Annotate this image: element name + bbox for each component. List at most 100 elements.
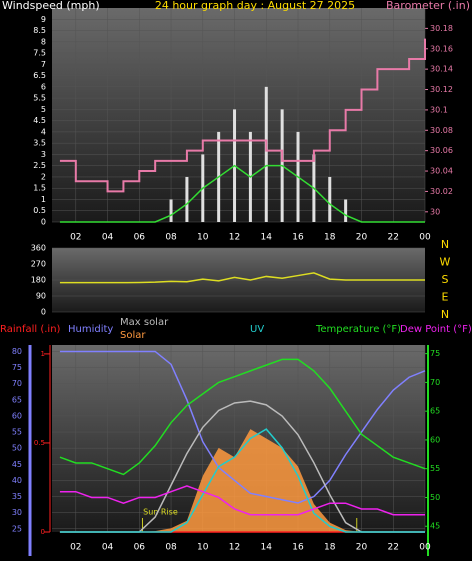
y-tick-label: 8.5 (33, 26, 46, 35)
y-tick-label: 9 (41, 15, 46, 24)
y-tick-label: 80 (12, 347, 22, 356)
x-tick-label: 22 (388, 233, 399, 243)
x-tick-label: 04 (102, 233, 114, 243)
y-tick-label: 5 (41, 105, 46, 114)
y-tick-label: 270 (31, 260, 46, 269)
y-tick-label: 55 (12, 428, 22, 437)
y-tick-label: 6 (41, 82, 46, 91)
y-tick-label: 60 (12, 411, 22, 420)
wind-bar (328, 176, 332, 222)
y-tick-label: 5.5 (33, 94, 46, 103)
x-tick-label: 12 (229, 233, 240, 243)
x-tick-label: 08 (165, 233, 177, 243)
annotation: Sun Rise (143, 508, 178, 517)
y2-tick-label: 70 (430, 378, 440, 387)
wind-bar (264, 86, 268, 222)
legend-label: Temperature (°F) (315, 324, 401, 335)
y-tick-label: 30 (12, 508, 22, 517)
y-tick-label: 180 (31, 276, 46, 285)
y-tick-label: 50 (12, 444, 22, 453)
series-line (59, 164, 425, 223)
rain-tick-label: 1 (41, 350, 45, 358)
x-tick-label: 06 (134, 233, 146, 243)
compass-label: W (440, 256, 451, 269)
series-line (59, 428, 425, 533)
legend-label: Max solar (120, 317, 169, 328)
chart-title: 24 hour graph day : August 27 2025 (155, 0, 355, 12)
x-tick-label: 12 (229, 543, 240, 553)
y-tick-label: 0.5 (33, 206, 46, 215)
x-tick-label: 04 (102, 543, 114, 553)
y-tick-label: 0 (41, 308, 46, 317)
y-tick-label: 1 (41, 195, 46, 204)
y-tick-label: 7.5 (33, 49, 46, 58)
series-line (59, 350, 426, 504)
y2-tick-label: 30.14 (430, 65, 453, 74)
x-tick-label: 00 (419, 233, 431, 243)
legend-label: Dew Point (°F) (400, 324, 472, 335)
x-tick-label: 10 (197, 233, 209, 243)
legend-label: Rainfall (.in) (0, 324, 61, 335)
series-line (59, 485, 425, 516)
plot-background (52, 8, 425, 222)
rain-tick-label: 0 (41, 528, 45, 536)
x-tick-label: 14 (261, 543, 273, 553)
y-tick-label: 2.5 (33, 161, 46, 170)
x-tick-label: 18 (324, 543, 336, 553)
y2-tick-label: 45 (430, 522, 440, 531)
y-tick-label: 2 (41, 172, 46, 181)
wind-bar (185, 176, 189, 222)
x-tick-label: 16 (292, 543, 304, 553)
x-tick-label: 14 (261, 233, 273, 243)
y2-tick-label: 50 (430, 493, 440, 502)
y-tick-label: 35 (12, 492, 22, 501)
barometer-line (59, 38, 426, 193)
y-tick-label: 3 (41, 150, 46, 159)
y2-tick-label: 30.06 (430, 146, 453, 155)
y2-axis-label: Barometer (.in) (386, 0, 470, 12)
compass-label: N (441, 238, 449, 251)
y-tick-label: 3.5 (33, 139, 46, 148)
wind-bar (169, 199, 173, 222)
wind-bar (344, 199, 348, 222)
y-tick-label: 1.5 (33, 184, 46, 193)
legend-label: UV (250, 324, 264, 335)
y2-tick-label: 30.1 (430, 105, 448, 114)
y-tick-label: 7 (41, 60, 46, 69)
y-tick-label: 360 (31, 244, 46, 253)
compass-label: E (442, 291, 449, 304)
x-tick-label: 08 (165, 543, 177, 553)
legend-label: Solar (120, 330, 146, 341)
y2-tick-label: 55 (430, 464, 440, 473)
series-line (59, 272, 425, 284)
series-line (59, 358, 426, 476)
y-tick-label: 25 (12, 524, 22, 533)
x-tick-label: 00 (419, 543, 431, 553)
legend-label: Humidity (68, 324, 113, 335)
x-tick-label: 06 (134, 543, 146, 553)
y-tick-label: 45 (12, 460, 22, 469)
y2-tick-label: 30.04 (430, 167, 453, 176)
y-tick-label: 40 (12, 476, 22, 485)
x-tick-label: 20 (356, 543, 368, 553)
x-tick-label: 22 (388, 543, 399, 553)
x-tick-label: 02 (70, 543, 81, 553)
y2-tick-label: 30 (430, 207, 440, 216)
y-tick-label: 75 (12, 363, 22, 372)
y-tick-label: 6.5 (33, 71, 46, 80)
x-tick-label: 10 (197, 543, 209, 553)
y-tick-label: 90 (36, 292, 46, 301)
x-tick-label: 20 (356, 233, 368, 243)
y2-tick-label: 65 (430, 407, 440, 416)
y2-tick-label: 30.18 (430, 24, 453, 33)
solar-area (59, 429, 426, 532)
y-tick-label: 8 (41, 37, 46, 46)
x-tick-label: 16 (292, 233, 304, 243)
y2-tick-label: 75 (430, 349, 440, 358)
y2-tick-label: 30.16 (430, 44, 453, 53)
y-axis-label: Windspeed (mph) (2, 0, 100, 12)
compass-label: N (441, 308, 449, 321)
compass-label: S (442, 273, 449, 286)
x-tick-label: 02 (70, 233, 81, 243)
